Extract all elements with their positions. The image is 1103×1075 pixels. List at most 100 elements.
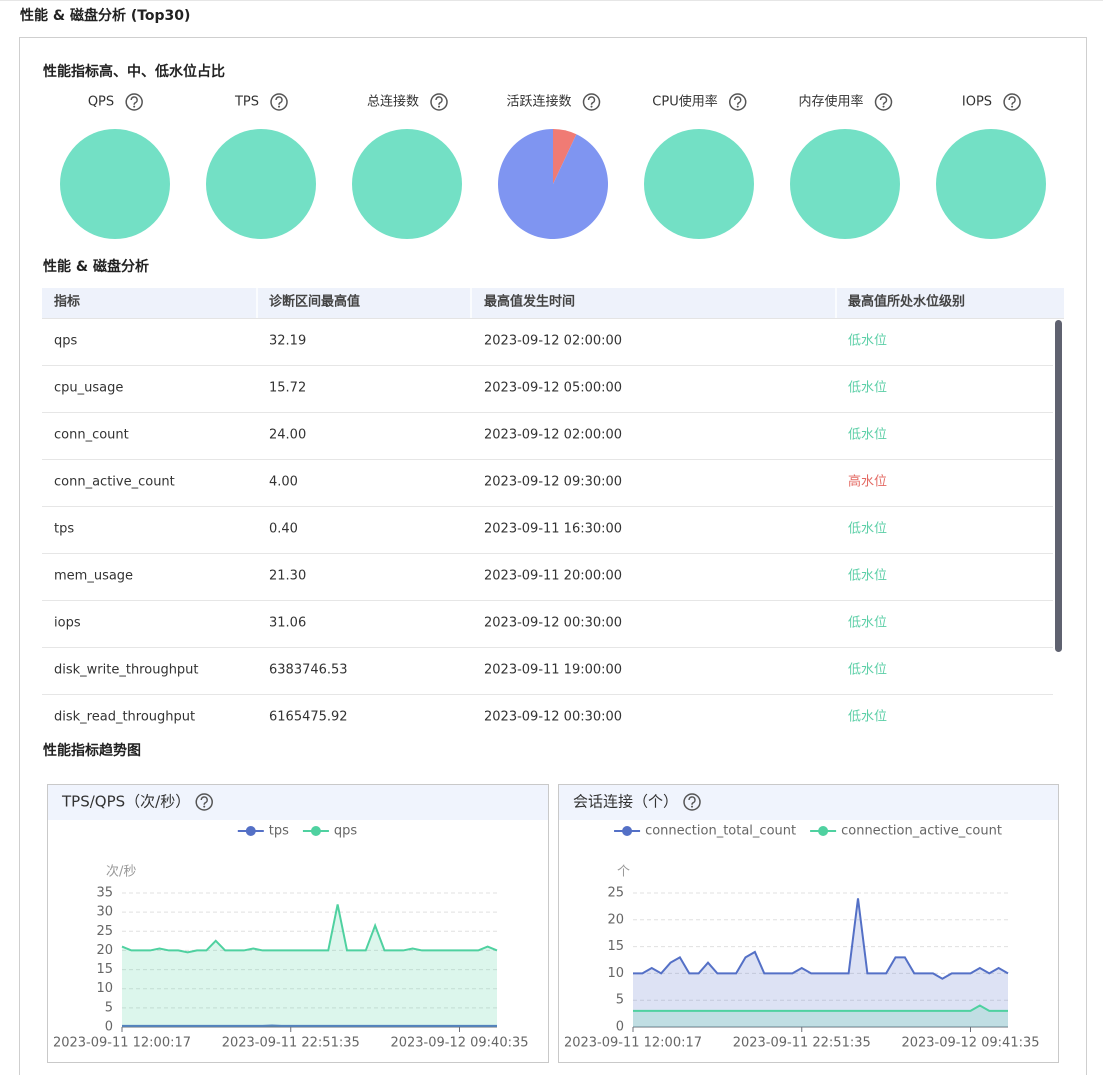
pie-slice [498, 129, 608, 240]
y-tick-label: 20 [96, 943, 113, 958]
help-icon-dot [278, 105, 281, 108]
table-cell: 24.00 [269, 428, 306, 443]
y-tick-label: 35 [96, 886, 113, 901]
x-tick-label: 2023-09-12 09:40:35 [390, 1036, 528, 1051]
series-area [122, 904, 497, 1027]
column-header: 诊断区间最高值 [269, 294, 360, 310]
pie-label: 活跃连接数 [506, 94, 571, 110]
table-cell: 2023-09-12 02:00:00 [484, 334, 622, 349]
help-icon [430, 93, 448, 111]
pie-slice [936, 129, 1046, 239]
pie-slice [553, 129, 577, 184]
column-header: 最高值发生时间 [484, 294, 575, 310]
pie-label: TPS [234, 95, 259, 110]
panel [47, 784, 549, 1063]
table-cell: 低水位 [848, 381, 887, 396]
help-icon-mark [688, 796, 696, 805]
legend-label: qps [334, 824, 358, 839]
legend-label: connection_total_count [645, 824, 796, 839]
table-cell: 6383746.53 [269, 663, 348, 678]
legend-dot [622, 826, 633, 836]
help-icon-mark [879, 96, 888, 105]
table-cell: 低水位 [848, 710, 887, 725]
scrollbar[interactable] [1055, 320, 1062, 652]
table-cell: 2023-09-11 20:00:00 [484, 569, 622, 584]
table-cell: 31.06 [269, 616, 306, 631]
help-icon-mark [1008, 96, 1016, 105]
panel-header [48, 785, 548, 820]
table-cell: disk_read_throughput [54, 710, 195, 725]
table-cell: iops [54, 616, 81, 631]
y-tick-label: 15 [96, 962, 113, 977]
y-tick-label: 5 [105, 1000, 113, 1015]
pie-slice [644, 129, 754, 239]
outer-box [19, 37, 1087, 1075]
series-area [633, 898, 1008, 1027]
table-cell: 4.00 [269, 475, 298, 490]
table-cell: mem_usage [54, 569, 133, 584]
y-tick-label: 25 [96, 924, 113, 939]
help-icon-mark [435, 96, 443, 105]
help-icon [270, 93, 288, 111]
panel [558, 784, 1059, 1063]
help-icon-dot [1011, 105, 1014, 108]
pie-slice [60, 129, 170, 239]
pie-slice [206, 129, 316, 239]
help-icon [125, 93, 143, 111]
help-icon-dot [133, 105, 136, 108]
table-cell: 15.72 [269, 381, 306, 396]
table-cell: 低水位 [848, 569, 887, 584]
column-header: 最高值所处水位级别 [848, 294, 965, 310]
table-cell: 21.30 [269, 569, 306, 584]
legend: connection_total_count connection_active_… [614, 824, 1002, 839]
series-line [121, 904, 498, 954]
y-tick-label: 20 [607, 912, 624, 927]
help-icon-mark [275, 96, 283, 105]
series-line [633, 1004, 1008, 1012]
table-cell: 0.40 [269, 522, 298, 537]
section-title: 性能指标趋势图 [43, 742, 141, 759]
help-icon-dot [882, 105, 885, 108]
table-cell: tps [54, 522, 74, 537]
table-cell: 低水位 [848, 663, 887, 678]
legend-dot [245, 826, 256, 836]
pie-label: 内存使用率 [798, 94, 863, 110]
pie-slice [790, 129, 900, 239]
help-icon-dot [691, 805, 694, 808]
table-cell: conn_active_count [54, 475, 175, 490]
table-cell: 32.19 [269, 334, 306, 349]
y-tick-label: 0 [616, 1020, 624, 1035]
pie-label: IOPS [962, 95, 992, 110]
table-cell: 2023-09-12 02:00:00 [484, 428, 622, 443]
x-tick-label: 2023-09-12 09:41:35 [901, 1036, 1039, 1051]
table-cell: 2023-09-12 00:30:00 [484, 616, 622, 631]
column-header: 指标 [54, 294, 80, 310]
table-cell: 2023-09-11 16:30:00 [484, 522, 622, 537]
help-icon-mark [200, 796, 208, 805]
table-cell: 6165475.92 [269, 710, 348, 725]
y-tick-label: 5 [616, 993, 624, 1008]
help-icon [728, 93, 747, 111]
x-tick-label: 2023-09-11 12:00:17 [564, 1036, 702, 1051]
help-icon-dot [438, 105, 441, 108]
table-cell: 低水位 [848, 616, 887, 631]
panel-header [559, 785, 1058, 820]
table-cell: cpu_usage [54, 381, 123, 396]
pie-label: 总连接数 [367, 94, 419, 110]
legend-label: tps [269, 824, 289, 839]
y-tick-label: 30 [96, 905, 113, 920]
help-icon [683, 793, 701, 811]
y-tick-label: 10 [96, 981, 113, 996]
x-tick-label: 2023-09-11 22:51:35 [222, 1036, 360, 1051]
help-icon [1003, 93, 1021, 111]
help-icon-dot [590, 105, 593, 108]
legend-dot [818, 826, 829, 836]
help-icon [582, 93, 601, 111]
panel-title: 会话连接（个） [573, 793, 678, 811]
table-cell: 低水位 [848, 428, 887, 443]
series-line [633, 898, 1009, 980]
help-icon-dot [736, 105, 739, 108]
pie-label: QPS [88, 95, 114, 110]
table-cell: 2023-09-11 19:00:00 [484, 663, 622, 678]
